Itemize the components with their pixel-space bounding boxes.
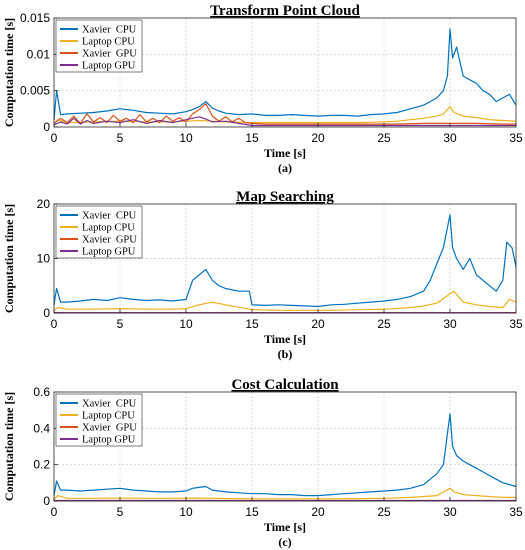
series-line-laptop-gpu [53, 116, 516, 127]
x-tick-label: 30 [443, 505, 457, 519]
plot-frame [53, 391, 517, 502]
x-tick-label: 20 [311, 317, 325, 331]
x-tick-label: 35 [509, 317, 523, 331]
legend-entry: Xavier CPU [82, 211, 137, 222]
y-tick-label: 0.015 [20, 11, 50, 25]
y-tick-label: 0 [43, 306, 50, 320]
x-axis-label: Time [s] [264, 146, 306, 160]
x-tick-label: 10 [179, 317, 193, 331]
panel-sub-label: (c) [278, 535, 291, 549]
x-tick-label: 0 [51, 131, 58, 145]
legend-entry: Laptop GPU [82, 247, 136, 258]
y-tick-label: 0.6 [33, 385, 50, 399]
x-axis-label: Time [s] [264, 520, 306, 534]
y-axis-label: Computation time [s] [2, 18, 16, 127]
chart-title: Map Searching [236, 189, 334, 205]
panel-sub-label: (a) [278, 161, 292, 175]
x-tick-label: 10 [179, 505, 193, 519]
y-tick-label: 0.01 [27, 47, 51, 61]
x-tick-label: 20 [311, 505, 325, 519]
legend-box [55, 393, 143, 447]
chart-title: Cost Calculation [231, 377, 339, 393]
x-tick-label: 20 [311, 131, 325, 145]
x-tick-label: 0 [51, 505, 58, 519]
legend-entry: Xavier GPU [82, 235, 137, 246]
x-tick-label: 0 [51, 317, 58, 331]
x-tick-label: 25 [377, 317, 391, 331]
x-tick-label: 10 [179, 131, 193, 145]
x-tick-label: 30 [443, 317, 457, 331]
x-tick-label: 15 [245, 131, 259, 145]
x-tick-label: 25 [377, 505, 391, 519]
chart-title: Transform Point Cloud [210, 3, 360, 19]
x-tick-label: 5 [117, 505, 124, 519]
x-tick-label: 30 [443, 131, 457, 145]
legend-entry: Xavier GPU [82, 49, 137, 60]
x-tick-label: 35 [509, 131, 523, 145]
x-tick-label: 5 [117, 317, 124, 331]
legend-entry: Laptop CPU [82, 37, 135, 48]
x-tick-label: 15 [245, 317, 259, 331]
series-line-laptop-cpu [53, 106, 517, 124]
y-tick-label: 0 [43, 494, 50, 508]
y-axis-label: Computation time [s] [2, 392, 16, 501]
y-tick-label: 10 [37, 252, 51, 266]
x-tick-label: 5 [117, 131, 124, 145]
legend-entry: Xavier CPU [82, 399, 137, 410]
y-axis-label: Computation time [s] [2, 204, 16, 313]
legend-entry: Laptop CPU [82, 223, 135, 234]
x-axis-label: Time [s] [264, 332, 306, 346]
plot-frame [53, 17, 517, 128]
chart-panel-1: 0 5 10 15 20 25 30 35 0 10 20 Map Searching Time [s]… [2, 189, 523, 361]
x-tick-label: 15 [245, 505, 259, 519]
series-line-xavier-cpu [53, 214, 517, 308]
y-tick-label: 0.2 [33, 458, 50, 472]
chart-panel-0: 0 5 10 15 20 25 30 35 0 0.005 0.01 0.015 Transform P… [2, 3, 523, 175]
x-tick-label: 35 [509, 505, 523, 519]
series-line-xavier-cpu [53, 413, 517, 497]
x-tick-label: 25 [377, 131, 391, 145]
legend-entry: Xavier CPU [82, 25, 137, 36]
legend-entry: Laptop CPU [82, 411, 135, 422]
y-tick-label: 0 [43, 120, 50, 134]
y-tick-label: 0.4 [33, 421, 50, 435]
legend-entry: Xavier GPU [82, 423, 137, 434]
legend-entry: Laptop GPU [82, 435, 136, 446]
y-tick-label: 20 [37, 197, 51, 211]
panel-sub-label: (b) [278, 347, 293, 361]
chart-panel-2: 0 5 10 15 20 25 30 35 0 0.2 0.4 0.6 Cost Calculation… [2, 377, 523, 549]
y-tick-label: 0.005 [20, 84, 50, 98]
series-line-xavier-cpu [53, 28, 517, 120]
series-line-xavier-gpu [53, 103, 516, 125]
legend-entry: Laptop GPU [82, 61, 136, 72]
